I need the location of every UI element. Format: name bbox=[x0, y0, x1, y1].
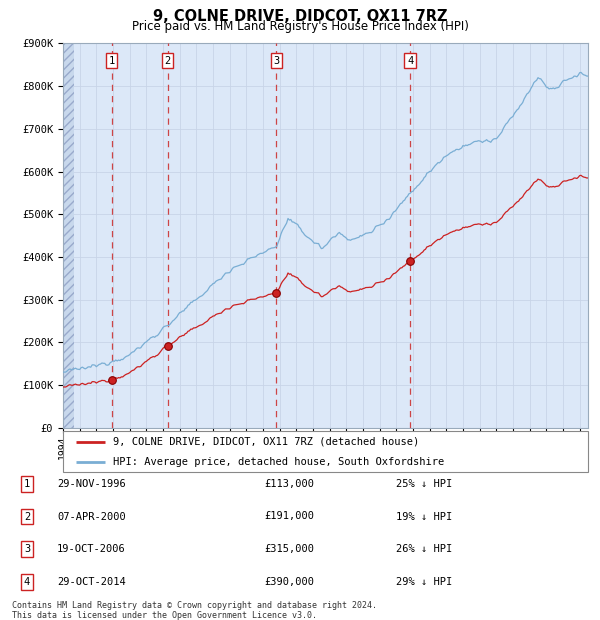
Text: 2: 2 bbox=[24, 512, 30, 521]
Text: This data is licensed under the Open Government Licence v3.0.: This data is licensed under the Open Gov… bbox=[12, 611, 317, 620]
Text: 29% ↓ HPI: 29% ↓ HPI bbox=[396, 577, 452, 587]
Text: 3: 3 bbox=[273, 56, 280, 66]
Text: 29-NOV-1996: 29-NOV-1996 bbox=[57, 479, 126, 489]
Text: Contains HM Land Registry data © Crown copyright and database right 2024.: Contains HM Land Registry data © Crown c… bbox=[12, 601, 377, 611]
Text: 07-APR-2000: 07-APR-2000 bbox=[57, 512, 126, 521]
Text: 19-OCT-2006: 19-OCT-2006 bbox=[57, 544, 126, 554]
Text: £390,000: £390,000 bbox=[264, 577, 314, 587]
Text: 1: 1 bbox=[109, 56, 115, 66]
FancyBboxPatch shape bbox=[63, 431, 588, 472]
Text: 29-OCT-2014: 29-OCT-2014 bbox=[57, 577, 126, 587]
Text: 26% ↓ HPI: 26% ↓ HPI bbox=[396, 544, 452, 554]
Text: Price paid vs. HM Land Registry's House Price Index (HPI): Price paid vs. HM Land Registry's House … bbox=[131, 20, 469, 33]
Text: 4: 4 bbox=[24, 577, 30, 587]
Text: £113,000: £113,000 bbox=[264, 479, 314, 489]
Bar bbox=[63, 43, 74, 428]
Text: 1: 1 bbox=[24, 479, 30, 489]
Text: HPI: Average price, detached house, South Oxfordshire: HPI: Average price, detached house, Sout… bbox=[113, 457, 444, 467]
Text: 4: 4 bbox=[407, 56, 413, 66]
Text: 9, COLNE DRIVE, DIDCOT, OX11 7RZ: 9, COLNE DRIVE, DIDCOT, OX11 7RZ bbox=[153, 9, 447, 24]
Text: 3: 3 bbox=[24, 544, 30, 554]
Text: 9, COLNE DRIVE, DIDCOT, OX11 7RZ (detached house): 9, COLNE DRIVE, DIDCOT, OX11 7RZ (detach… bbox=[113, 436, 419, 446]
Text: £315,000: £315,000 bbox=[264, 544, 314, 554]
Text: £191,000: £191,000 bbox=[264, 512, 314, 521]
Text: 19% ↓ HPI: 19% ↓ HPI bbox=[396, 512, 452, 521]
Text: 2: 2 bbox=[164, 56, 170, 66]
Text: 25% ↓ HPI: 25% ↓ HPI bbox=[396, 479, 452, 489]
